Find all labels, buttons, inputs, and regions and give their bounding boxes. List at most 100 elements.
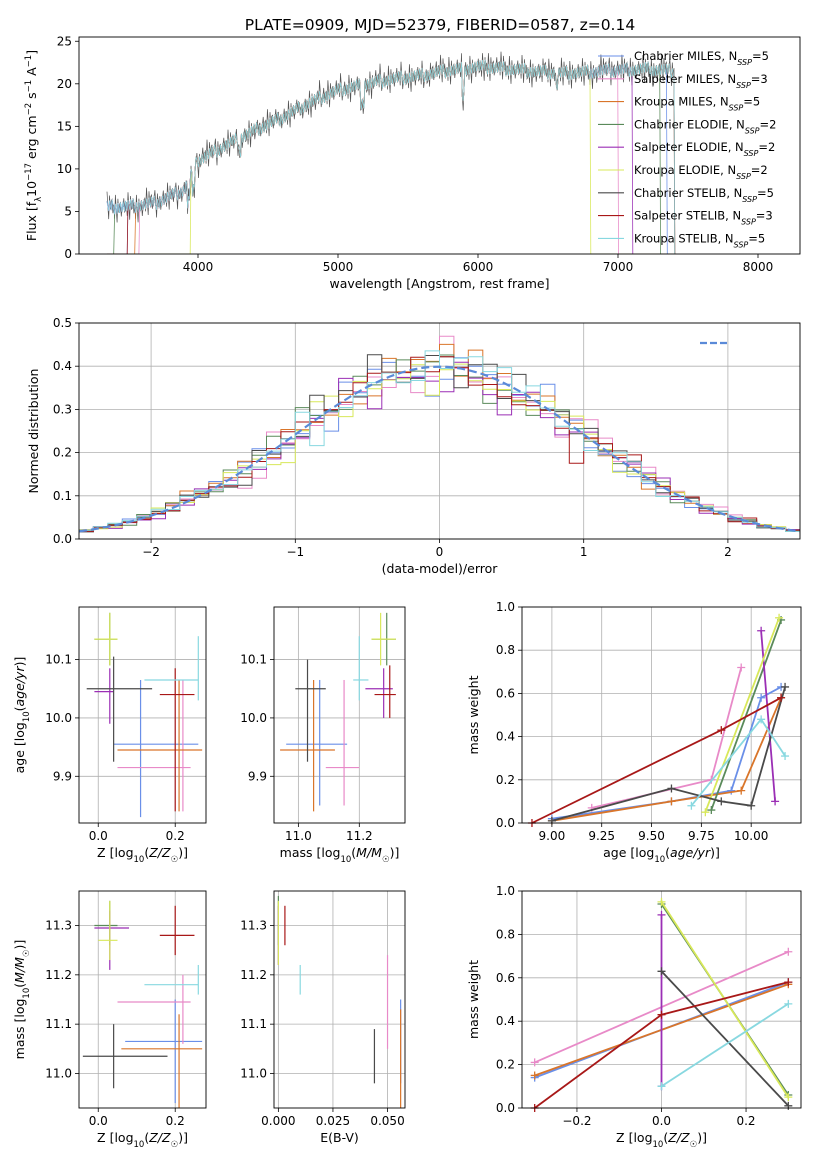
x-tick-label: 9.00 bbox=[539, 829, 566, 843]
weight-marker-3 bbox=[707, 806, 716, 815]
weight-marker-7 bbox=[717, 726, 726, 735]
spectrum-series-7 bbox=[107, 59, 677, 254]
legend-part: SSP bbox=[729, 103, 744, 112]
legend-label-0: Chabrier MILES, NSSP=5 bbox=[634, 49, 769, 67]
label-part: age [log bbox=[603, 845, 654, 860]
errorbars bbox=[280, 612, 396, 812]
x-axis-label: age [log10(age/yr)] bbox=[603, 845, 720, 865]
y-tick-label: 0.0 bbox=[53, 532, 72, 546]
normal-curve bbox=[79, 365, 800, 533]
y-tick-label: 0.4 bbox=[496, 730, 515, 744]
y-axis-label: mass [log10(M/M☉)] bbox=[12, 940, 32, 1060]
weight-marker-2 bbox=[530, 1071, 539, 1080]
label-part: −1 bbox=[24, 55, 34, 68]
legend-part: =3 bbox=[751, 72, 768, 86]
label-part: ☉ bbox=[171, 855, 179, 865]
errorbars bbox=[82, 900, 203, 1108]
spectrum-series-3 bbox=[107, 59, 677, 254]
x-tick-label: −2 bbox=[142, 545, 160, 559]
y-tick-label: 1.0 bbox=[496, 600, 515, 614]
y-tick-label: 0.0 bbox=[496, 816, 515, 830]
errorbar-point-6 bbox=[295, 659, 326, 762]
label-part: ☉ bbox=[22, 949, 32, 957]
label-part: −2 bbox=[24, 103, 34, 116]
y-tick-label: 5 bbox=[64, 204, 72, 218]
y-tick-label: 9.9 bbox=[53, 769, 72, 783]
x-axis-label: E(B-V) bbox=[320, 1130, 359, 1145]
label-part: M/M bbox=[356, 845, 382, 860]
weight-line-3 bbox=[710, 619, 782, 811]
label-part: ☉ bbox=[171, 1140, 179, 1150]
label-part: ( bbox=[12, 983, 27, 988]
errorbar-point-6 bbox=[82, 1024, 168, 1089]
panel-mass-vs-Z: 0.0 0.211.011.111.211.3Z [log10(Z/Z☉)]mas… bbox=[12, 890, 207, 1150]
y-axis-label: mass weight bbox=[466, 675, 481, 754]
weight-marker-8 bbox=[781, 752, 790, 761]
y-axis-label: mass weight bbox=[466, 960, 481, 1039]
axes-frame bbox=[521, 890, 802, 1109]
weight-marker-7 bbox=[777, 693, 786, 702]
x-tick-label: −0.2 bbox=[562, 1114, 591, 1128]
y-tick-label: 11.0 bbox=[45, 1066, 72, 1080]
errorbar-point-5 bbox=[371, 612, 396, 666]
weight-marker-6 bbox=[717, 797, 726, 806]
weight-marker-1 bbox=[530, 1058, 539, 1067]
legend-part: Kroupa MILES, N bbox=[634, 95, 729, 109]
errorbar-point-0 bbox=[286, 679, 348, 806]
panel-age-vs-mass: 11.0 11.2 9.9 10.0 10.1 mass [log10(M/M☉)] bbox=[240, 606, 406, 865]
weight-line-5 bbox=[704, 617, 780, 813]
errorbars bbox=[86, 612, 203, 818]
axes-frame bbox=[78, 36, 801, 255]
y-tick-label: 0.6 bbox=[496, 971, 515, 985]
x-tick-label: 0.050 bbox=[370, 1114, 404, 1128]
legend-label-6: Chabrier STELIB, NSSP=5 bbox=[634, 186, 774, 204]
label-part: ( bbox=[12, 706, 27, 711]
x-axis-label: (data-model)/error bbox=[382, 561, 499, 576]
y-tick-label: 15 bbox=[57, 119, 72, 133]
y-tick-label: 11.3 bbox=[45, 919, 72, 933]
x-tick-label: 10.00 bbox=[734, 829, 768, 843]
y-tick-label: 10.0 bbox=[45, 711, 72, 725]
x-tick-label: 8000 bbox=[743, 260, 774, 274]
weight-series bbox=[527, 613, 790, 827]
weight-marker-2 bbox=[667, 797, 676, 806]
y-tick-label: 10.1 bbox=[240, 653, 267, 667]
label-part: age/yr bbox=[12, 666, 27, 707]
legend-part: Salpeter MILES, N bbox=[634, 72, 736, 86]
legend-part: SSP bbox=[736, 80, 751, 89]
weight-marker-5 bbox=[784, 1093, 793, 1102]
x-tick-label: 9.75 bbox=[688, 829, 715, 843]
label-part: A bbox=[24, 67, 39, 80]
weight-line-6 bbox=[551, 686, 786, 822]
weight-marker-1 bbox=[784, 947, 793, 956]
y-axis-label: age [log10(age/yr)] bbox=[12, 657, 32, 774]
legend-part: =3 bbox=[756, 209, 773, 223]
weight-marker-0 bbox=[727, 786, 736, 795]
x-tick-label: 0.0 bbox=[89, 1114, 108, 1128]
weight-line-0 bbox=[551, 686, 782, 820]
errorbar-point-1 bbox=[117, 679, 191, 812]
legend-label-8: Kroupa STELIB, NSSP=5 bbox=[634, 231, 765, 249]
y-tick-label: 11.2 bbox=[240, 968, 267, 982]
x-axis-label: wavelength [Angstrom, rest frame] bbox=[329, 276, 549, 291]
y-tick-label: 20 bbox=[57, 77, 72, 91]
label-part: age [log bbox=[12, 722, 27, 773]
x-axis-label: Z [log10(Z/Z☉)] bbox=[97, 1130, 188, 1150]
label-part: Z/Z bbox=[667, 1130, 690, 1145]
y-tick-label: 0 bbox=[64, 247, 72, 261]
y-tick-label: 0.8 bbox=[496, 927, 515, 941]
weight-marker-6 bbox=[657, 967, 666, 976]
spectrum-series-1 bbox=[107, 59, 677, 254]
x-tick-label: 7000 bbox=[603, 260, 634, 274]
weight-series bbox=[530, 897, 793, 1112]
y-tick-label: 1.0 bbox=[496, 884, 515, 898]
errorbar-point-2 bbox=[121, 1014, 203, 1108]
label-part: )] bbox=[12, 657, 27, 667]
label-part: −1 bbox=[24, 80, 34, 93]
y-tick-label: 9.9 bbox=[248, 769, 267, 783]
spectrum-series-0 bbox=[107, 59, 677, 254]
panel-mass-vs-ebv: 0.000 0.025 0.050 11.0 11.1 11.2 11.3 E(B-V) bbox=[240, 890, 406, 1145]
label-part: )] bbox=[12, 940, 27, 950]
y-tick-label: 0.8 bbox=[496, 643, 515, 657]
label-part: Z/Z bbox=[148, 1130, 171, 1145]
